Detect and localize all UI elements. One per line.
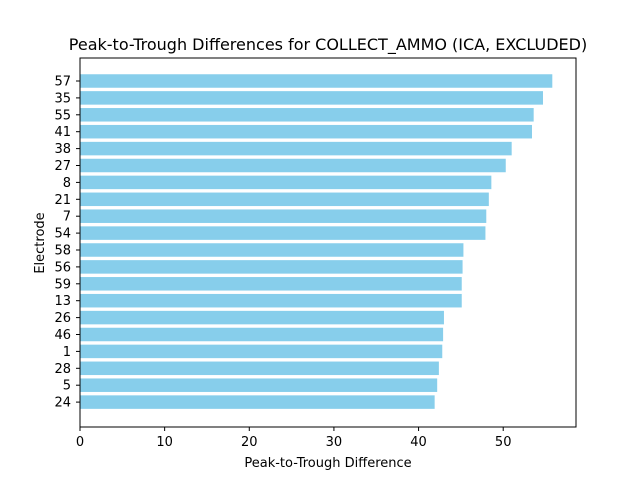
x-tick-label: 10	[156, 435, 173, 450]
bar-21	[80, 192, 489, 207]
y-tick-label: 59	[54, 277, 71, 292]
bar-8	[80, 175, 492, 190]
y-axis-label: Electrode	[33, 212, 48, 273]
y-tick-label: 8	[63, 176, 71, 191]
bars-group	[80, 74, 553, 409]
x-tick-label: 40	[410, 435, 427, 450]
chart-title: Peak-to-Trough Differences for COLLECT_A…	[69, 35, 587, 55]
bar-55	[80, 108, 534, 122]
y-tick-label: 21	[54, 193, 71, 208]
bar-13	[80, 293, 462, 308]
y-tick-label: 55	[54, 108, 71, 123]
y-tick-label: 35	[54, 91, 71, 106]
y-tick-label: 41	[54, 125, 71, 140]
bar-24	[80, 395, 435, 409]
x-tick-label: 30	[326, 435, 343, 450]
bar-59	[80, 277, 462, 291]
bar-27	[80, 158, 506, 173]
bar-26	[80, 310, 444, 325]
x-ticks-group: 0 10 20 30 40 50	[76, 427, 512, 450]
bar-1	[80, 344, 443, 359]
bar-46	[80, 327, 444, 342]
y-tick-label: 57	[54, 75, 71, 90]
bar-58	[80, 243, 464, 257]
bar-57	[80, 74, 553, 88]
y-tick-label: 56	[54, 260, 71, 275]
y-tick-label: 38	[54, 142, 71, 157]
y-tick-label: 13	[54, 294, 71, 309]
y-tick-label: 54	[54, 227, 71, 242]
x-tick-label: 0	[76, 435, 84, 450]
y-tick-label: 1	[63, 345, 71, 360]
bar-35	[80, 91, 543, 105]
bar-41	[80, 124, 532, 139]
x-axis-label: Peak-to-Trough Difference	[244, 456, 411, 471]
bar-54	[80, 226, 486, 240]
bar-38	[80, 141, 512, 156]
y-tick-label: 26	[54, 311, 71, 326]
bar-28	[80, 361, 439, 376]
bar-5	[80, 378, 438, 392]
y-tick-label: 24	[54, 396, 71, 411]
y-tick-label: 58	[54, 244, 71, 259]
x-tick-label: 50	[495, 435, 512, 450]
y-tick-label: 46	[54, 328, 71, 343]
bar-7	[80, 209, 487, 223]
bar-56	[80, 260, 463, 274]
y-tick-label: 7	[63, 210, 71, 225]
y-tick-label: 5	[63, 379, 71, 394]
y-tick-label: 28	[54, 362, 71, 377]
plot-frame	[79, 57, 577, 428]
y-tick-label: 27	[54, 159, 71, 174]
x-tick-label: 20	[241, 435, 258, 450]
